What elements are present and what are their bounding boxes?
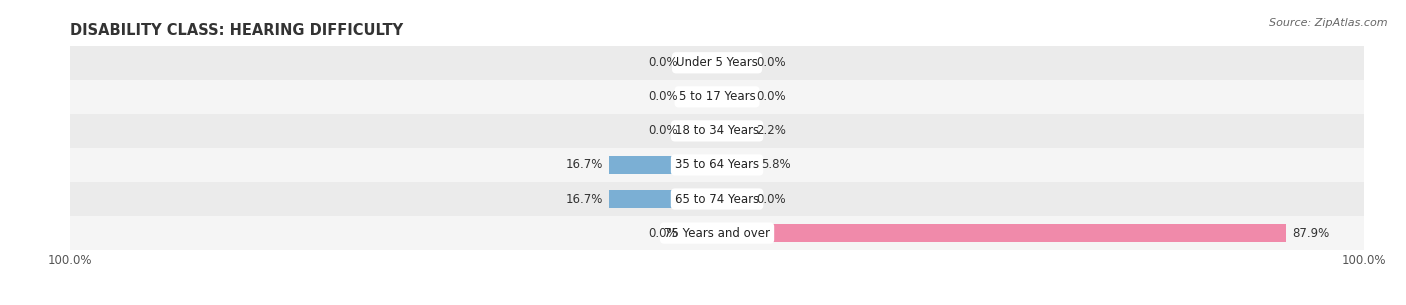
Text: 5 to 17 Years: 5 to 17 Years — [679, 90, 755, 103]
Text: 75 Years and over: 75 Years and over — [664, 227, 770, 239]
Text: 16.7%: 16.7% — [565, 192, 603, 206]
Text: 0.0%: 0.0% — [756, 56, 786, 69]
Text: DISABILITY CLASS: HEARING DIFFICULTY: DISABILITY CLASS: HEARING DIFFICULTY — [70, 23, 404, 38]
Bar — [70, 80, 1364, 114]
Text: Under 5 Years: Under 5 Years — [676, 56, 758, 69]
Text: 5.8%: 5.8% — [761, 159, 790, 171]
Bar — [685, 122, 717, 140]
Text: 0.0%: 0.0% — [756, 90, 786, 103]
Text: 0.0%: 0.0% — [648, 56, 678, 69]
Bar — [685, 54, 717, 72]
Bar — [70, 216, 1364, 250]
Bar — [717, 224, 1285, 242]
Bar — [70, 182, 1364, 216]
Text: 0.0%: 0.0% — [756, 192, 786, 206]
Bar — [717, 122, 749, 140]
Text: 0.0%: 0.0% — [648, 90, 678, 103]
Bar — [609, 190, 717, 208]
Bar — [717, 156, 755, 174]
Text: 18 to 34 Years: 18 to 34 Years — [675, 124, 759, 137]
Bar — [70, 114, 1364, 148]
Text: 0.0%: 0.0% — [648, 227, 678, 239]
Text: 35 to 64 Years: 35 to 64 Years — [675, 159, 759, 171]
Bar — [685, 224, 717, 242]
Text: Source: ZipAtlas.com: Source: ZipAtlas.com — [1270, 18, 1388, 28]
Bar — [717, 88, 749, 106]
Bar — [685, 88, 717, 106]
Text: 16.7%: 16.7% — [565, 159, 603, 171]
Bar — [717, 190, 749, 208]
Bar — [717, 54, 749, 72]
Bar — [609, 156, 717, 174]
Text: 87.9%: 87.9% — [1292, 227, 1329, 239]
Text: 0.0%: 0.0% — [648, 124, 678, 137]
Bar — [70, 148, 1364, 182]
Text: 2.2%: 2.2% — [756, 124, 786, 137]
Text: 65 to 74 Years: 65 to 74 Years — [675, 192, 759, 206]
Bar — [70, 46, 1364, 80]
